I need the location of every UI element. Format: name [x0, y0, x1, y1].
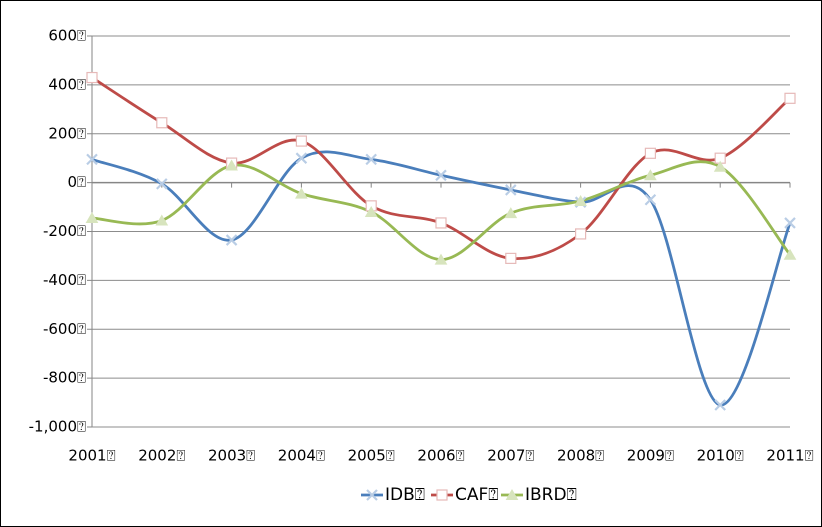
data-point: [574, 228, 587, 240]
x-tick-label: 2011⍰: [766, 447, 813, 465]
data-point: [505, 184, 517, 196]
data-point: [295, 187, 308, 199]
data-point: [435, 169, 447, 182]
x-tick-label: 2008⍰: [557, 447, 604, 465]
x-tick-label: 2006⍰: [417, 447, 464, 465]
data-point: [713, 160, 727, 172]
y-tick-label: 200⍰: [48, 124, 86, 142]
y-tick-label: -600⍰: [43, 320, 86, 338]
x-tick-label: 2005⍰: [348, 447, 395, 465]
data-point: [574, 194, 587, 206]
data-point: [86, 153, 98, 166]
legend-marker: [366, 489, 378, 501]
data-point: [714, 399, 726, 411]
legend-marker: [505, 489, 519, 500]
legend-label: CAF⍰: [455, 485, 498, 505]
y-tick-label: 0⍰: [67, 173, 86, 191]
data-point: [644, 147, 657, 159]
x-tick-label: 2003⍰: [208, 447, 255, 465]
x-tick-label: 2004⍰: [278, 447, 325, 465]
data-point: [365, 153, 377, 166]
data-point: [644, 169, 657, 181]
data-point: [295, 135, 307, 147]
data-point: [85, 212, 99, 224]
y-tick-label: 600⍰: [48, 27, 86, 45]
data-point: [156, 117, 168, 129]
legend-label: IDB⍰: [385, 485, 425, 505]
series-line: [91, 150, 792, 407]
y-tick-label: -200⍰: [43, 222, 86, 240]
data-point: [784, 92, 796, 104]
legend-label: IBRD⍰: [525, 485, 577, 505]
data-point: [295, 152, 308, 164]
data-point: [225, 234, 238, 246]
x-tick-label: 2002⍰: [138, 447, 185, 465]
x-tick-label: 2009⍰: [627, 447, 674, 465]
data-point: [644, 193, 657, 206]
y-tick-label: -800⍰: [43, 369, 86, 387]
data-point: [435, 217, 447, 229]
x-tick-label: 2001⍰: [68, 447, 115, 465]
data-point: [155, 214, 169, 226]
y-tick-label: -1,000⍰: [29, 418, 86, 436]
data-point: [364, 205, 378, 217]
data-point: [783, 248, 797, 260]
y-tick-label: -400⍰: [43, 271, 86, 289]
x-tick-label: 2007⍰: [487, 447, 534, 465]
legend-marker: [436, 489, 448, 501]
y-tick-label: 400⍰: [48, 75, 86, 93]
data-point: [434, 253, 448, 265]
data-point: [505, 252, 517, 264]
data-point: [504, 207, 518, 219]
x-tick-label: 2010⍰: [697, 447, 744, 465]
data-point: [225, 159, 238, 171]
data-point: [86, 71, 98, 84]
data-point: [156, 178, 168, 190]
data-point: [784, 217, 796, 229]
